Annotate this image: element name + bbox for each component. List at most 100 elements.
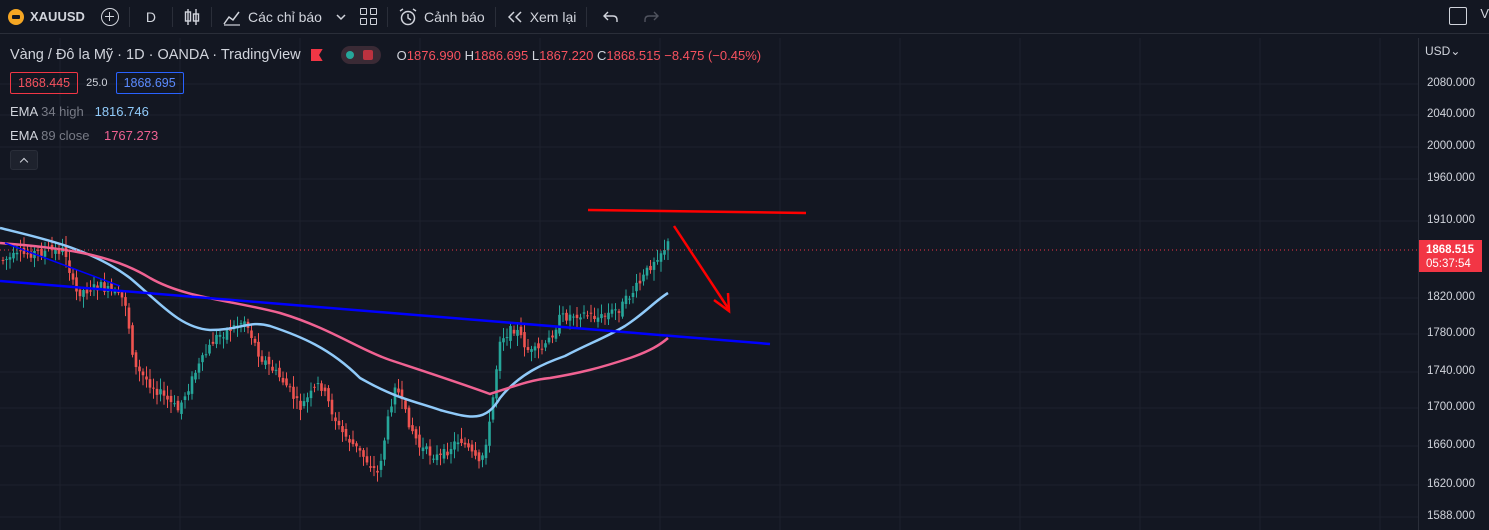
candle-body [617, 311, 621, 313]
candle-body [110, 282, 113, 291]
bar-countdown: 05:37:54 [1426, 258, 1471, 270]
candle-body [141, 371, 145, 376]
candle-body [313, 386, 316, 388]
candle-body [85, 289, 89, 294]
market-status-toggle[interactable] [340, 46, 381, 64]
sell-button[interactable]: 1868.445 [10, 72, 79, 94]
candle-body [477, 452, 481, 462]
toolbar-divider [211, 6, 213, 27]
interval-button[interactable]: D [132, 0, 170, 34]
symbol-search-button[interactable]: XAUUSD [0, 0, 93, 34]
candle-body [589, 312, 593, 314]
candle-body [596, 317, 600, 322]
ema89-name: EMA [10, 128, 38, 143]
candle-body [5, 258, 8, 260]
resistance-line [587, 208, 807, 215]
spread-value: 25.0 [86, 77, 108, 89]
alarm-clock-icon [399, 7, 417, 25]
price-scale[interactable]: USD⌄ 1868.515 05:37:54 2080.000 2040.000 2… [1418, 38, 1489, 530]
candle-body [15, 252, 19, 255]
candle-body [334, 417, 337, 422]
candle-body [474, 450, 477, 456]
candles-icon [184, 8, 200, 25]
candle-body [467, 443, 470, 448]
compare-symbol-button[interactable] [93, 0, 127, 34]
candle-body [600, 314, 603, 319]
candle-body [243, 321, 246, 327]
candle-body [376, 470, 379, 473]
toolbar-divider [586, 6, 588, 27]
candle-body [523, 332, 526, 348]
candle-body [572, 316, 575, 318]
candle-body [103, 282, 106, 292]
candle-body [274, 369, 278, 371]
candle-body [145, 376, 148, 380]
fullscreen-button[interactable] [1449, 7, 1467, 25]
layout-button[interactable] [352, 0, 385, 34]
chart-pane[interactable] [0, 38, 1418, 530]
ema89-legend[interactable]: EMA 89 close 1767.273 [10, 128, 158, 143]
ema34-value: 1816.746 [94, 104, 149, 119]
candle-body [512, 329, 516, 334]
toolbar-divider [386, 6, 388, 27]
candle-body [656, 260, 659, 262]
trendline-support [0, 279, 771, 346]
alert-button[interactable]: Cảnh báo [390, 0, 493, 34]
market-open-dot-icon [345, 51, 354, 59]
candle-body [351, 439, 355, 445]
candle-body [369, 466, 372, 468]
candle-body [404, 400, 407, 410]
candle-body [593, 315, 596, 319]
candle-body [579, 317, 582, 320]
candle-body [131, 325, 134, 355]
candle-body [281, 377, 285, 383]
candle-body [183, 396, 187, 400]
undo-icon [603, 11, 619, 22]
chart-legend: Vàng / Đô la Mỹ · 1D · OANDA · TradingVi… [10, 44, 761, 170]
currency-label: USD [1425, 44, 1451, 58]
currency-selector[interactable]: USD⌄ [1425, 44, 1461, 58]
candle-body [355, 443, 358, 447]
candle-body [327, 388, 330, 402]
replay-button[interactable]: Xem lại [498, 0, 585, 34]
price-axis-label: 1820.000 [1427, 291, 1475, 303]
price-axis-label: 1960.000 [1427, 172, 1475, 184]
candle-body [124, 297, 127, 306]
candle-body [292, 386, 295, 399]
candle-body [463, 442, 467, 445]
candle-body [414, 429, 418, 439]
candle-body [337, 420, 341, 426]
candle-body [117, 291, 120, 293]
candle-body [365, 456, 369, 463]
flag-icon[interactable] [310, 49, 323, 61]
candle-body [358, 448, 362, 451]
indicators-dropdown-button[interactable] [330, 0, 352, 34]
ema34-name: EMA [10, 104, 38, 119]
toolbar-right-text[interactable]: V [1480, 6, 1489, 21]
candle-body [568, 314, 572, 321]
candle-body [12, 252, 15, 259]
price-chart[interactable] [0, 38, 1418, 530]
candle-body [505, 337, 509, 339]
undo-button[interactable] [589, 0, 631, 34]
candle-body [323, 387, 327, 392]
redo-button[interactable] [631, 0, 671, 34]
candle-body [89, 290, 92, 292]
chart-type-button[interactable] [175, 0, 209, 34]
candle-body [152, 387, 155, 389]
candle-body [386, 416, 390, 440]
candle-body [309, 390, 313, 399]
legend-collapse-button[interactable] [10, 150, 38, 170]
symbol-description[interactable]: Vàng / Đô la Mỹ · 1D · OANDA · TradingVi… [10, 47, 301, 63]
buy-button[interactable]: 1868.695 [115, 72, 184, 94]
indicators-button[interactable]: Các chỉ báo [214, 0, 330, 34]
candle-body [316, 383, 320, 385]
ema34-legend[interactable]: EMA 34 high 1816.746 [10, 104, 149, 119]
candle-body [267, 356, 271, 365]
close-key: C [596, 47, 607, 63]
high-key: H [464, 47, 475, 63]
candle-body [264, 360, 267, 365]
candle-body [495, 369, 498, 399]
candle-body [299, 400, 302, 410]
candle-body [99, 281, 103, 288]
